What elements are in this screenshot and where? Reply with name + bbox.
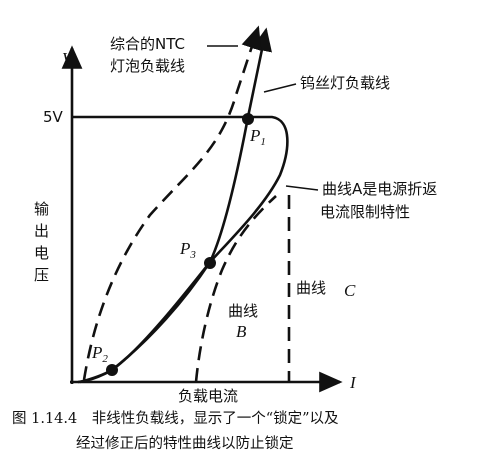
leader (263, 83, 297, 93)
curve-a-label: 曲线A是电源折返 (322, 180, 437, 198)
caption: 经过修正后的特性曲线以防止锁定 (76, 435, 294, 452)
caption: 图 1.14.4 非线性负载线，显示了一个“锁定”以及 (12, 410, 339, 427)
curve-b (194, 195, 277, 383)
points (106, 113, 254, 376)
ntc-line (82, 25, 262, 381)
curve-b-label: B (236, 322, 247, 341)
ntc-label: 灯泡负载线 (110, 57, 185, 75)
curve-b-label: 曲线 (228, 302, 258, 320)
x-title: 负载电流 (178, 387, 238, 405)
y-label: V (62, 49, 75, 68)
curve-a-label: 电流限制特性 (320, 203, 410, 221)
x-label: I (349, 373, 357, 392)
leader (285, 185, 319, 191)
point (106, 364, 118, 376)
point-label: P1 (249, 126, 266, 148)
point (204, 257, 216, 269)
tungsten-line (79, 27, 272, 384)
point-label: P3 (179, 239, 196, 261)
point (242, 113, 254, 125)
y-title: 电 (34, 244, 49, 262)
ntc-label: 综合的NTC (110, 35, 185, 53)
tungsten-label: 钨丝灯负载线 (300, 74, 390, 92)
y-title: 压 (34, 266, 49, 284)
y-value: 5V (43, 108, 64, 126)
curve-c-label: C (344, 281, 356, 300)
y-title: 输 (34, 200, 49, 218)
point-label: P2 (91, 343, 108, 365)
y-title: 出 (34, 222, 49, 240)
curve-c-label: 曲线 (296, 279, 326, 297)
